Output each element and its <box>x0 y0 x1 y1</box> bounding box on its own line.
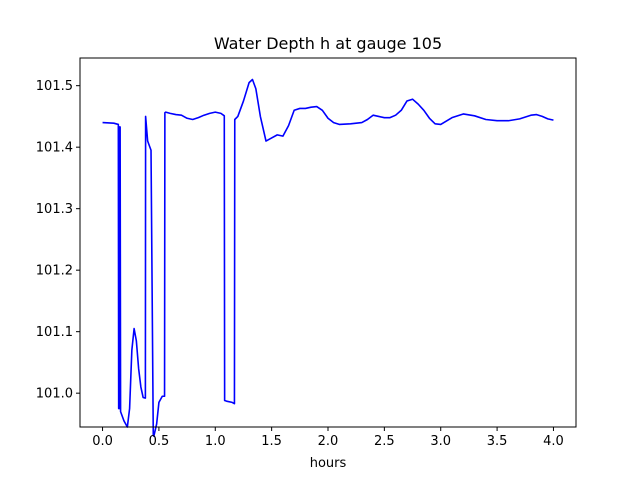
y-tick-label: 101.1 <box>36 325 73 340</box>
x-tick-label: 0.0 <box>92 434 113 449</box>
y-tick-label: 101.4 <box>36 141 73 156</box>
x-axis: 0.0 0.5 1.0 1.5 2.0 2.5 3.0 3.5 4.0 <box>92 427 564 449</box>
x-tick-label: 4.0 <box>543 434 564 449</box>
x-tick-label: 3.5 <box>487 434 508 449</box>
x-tick-label: 2.5 <box>374 434 395 449</box>
y-tick-label: 101.3 <box>36 202 73 217</box>
x-tick-label: 3.0 <box>430 434 451 449</box>
y-tick-label: 101.0 <box>36 387 73 402</box>
x-tick-label: 0.5 <box>149 434 170 449</box>
y-axis: 101.0 101.1 101.2 101.3 101.4 101.5 <box>36 79 80 402</box>
x-tick-label: 1.5 <box>261 434 282 449</box>
x-axis-label: hours <box>310 456 347 471</box>
y-tick-label: 101.2 <box>36 264 73 279</box>
chart-title: Water Depth h at gauge 105 <box>214 34 442 53</box>
series-line-0 <box>102 78 554 438</box>
x-tick-label: 2.0 <box>318 434 339 449</box>
y-tick-label: 101.5 <box>36 79 73 94</box>
x-tick-label: 1.0 <box>205 434 226 449</box>
